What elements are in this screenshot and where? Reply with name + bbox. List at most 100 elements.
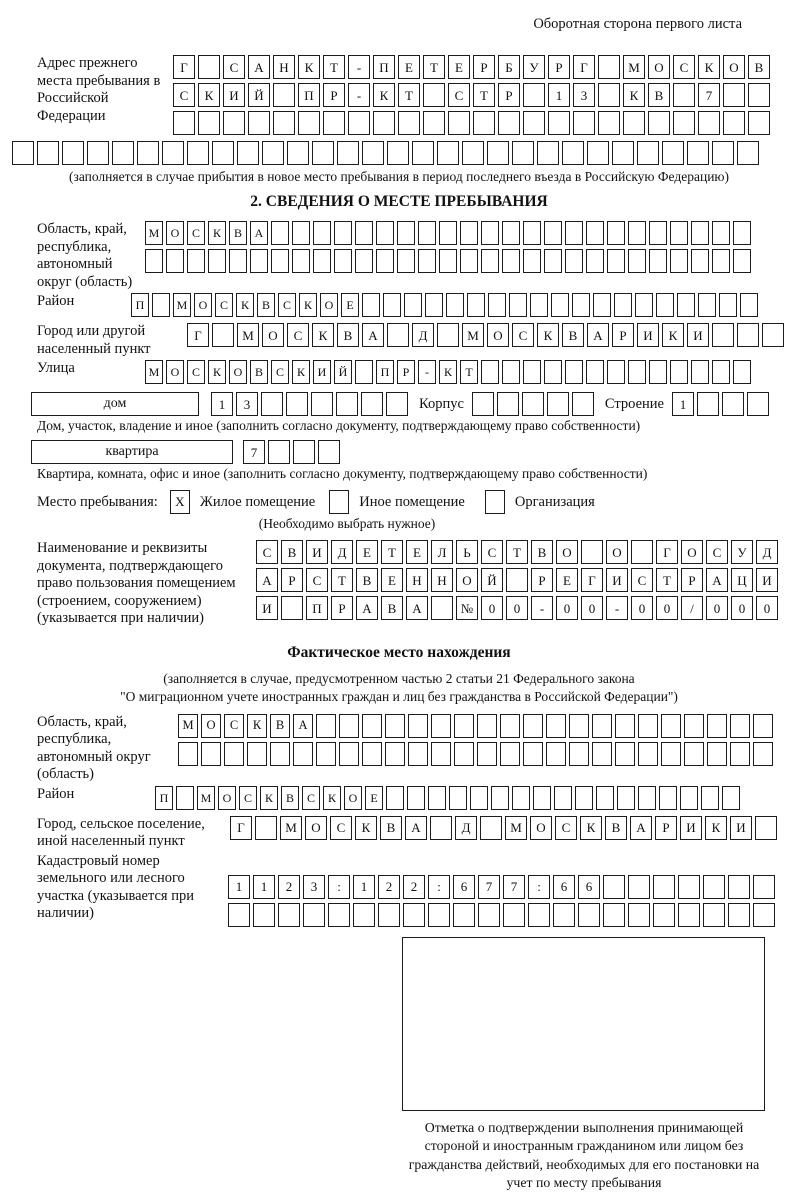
char-cell[interactable] — [614, 293, 632, 317]
char-cell[interactable] — [635, 293, 653, 317]
char-cell[interactable]: С — [673, 55, 695, 79]
char-cell[interactable] — [684, 741, 704, 766]
char-cell[interactable]: С — [330, 815, 352, 840]
char-cell[interactable] — [662, 141, 684, 165]
char-cell[interactable] — [418, 221, 436, 245]
char-cell[interactable] — [286, 392, 308, 416]
char-cell[interactable]: Т — [460, 360, 478, 384]
char-cell[interactable]: Л — [431, 540, 453, 564]
char-cell[interactable] — [562, 141, 584, 165]
char-cell[interactable] — [250, 249, 268, 273]
char-cell[interactable] — [376, 221, 394, 245]
char-cell[interactable]: Г — [173, 55, 195, 79]
char-cell[interactable] — [712, 221, 730, 245]
char-cell[interactable] — [623, 111, 645, 135]
char-cell[interactable]: Е — [381, 568, 403, 592]
char-cell[interactable] — [248, 111, 270, 135]
char-cell[interactable] — [523, 221, 541, 245]
char-cell[interactable]: 1 — [671, 392, 694, 416]
stroenie-row[interactable]: 1 — [671, 392, 772, 416]
char-cell[interactable] — [385, 741, 405, 766]
char-cell[interactable] — [339, 741, 359, 766]
char-cell[interactable]: Д — [331, 540, 353, 564]
char-cell[interactable] — [470, 785, 488, 810]
char-cell[interactable] — [178, 741, 198, 766]
char-cell[interactable] — [649, 249, 667, 273]
char-cell[interactable] — [701, 785, 719, 810]
char-cell[interactable] — [362, 293, 380, 317]
char-cell[interactable]: И — [637, 323, 659, 347]
char-cell[interactable]: - — [531, 596, 553, 620]
char-cell[interactable]: Р — [397, 360, 415, 384]
char-cell[interactable]: О — [456, 568, 478, 592]
char-cell[interactable] — [62, 141, 84, 165]
char-cell[interactable] — [292, 249, 310, 273]
char-cell[interactable] — [387, 323, 409, 347]
char-cell[interactable]: 1 — [211, 392, 233, 416]
char-cell[interactable]: И — [756, 568, 778, 592]
char-cell[interactable]: И — [313, 360, 331, 384]
char-cell[interactable]: О — [194, 293, 212, 317]
char-cell[interactable]: А — [630, 815, 652, 840]
char-cell[interactable]: К — [580, 815, 602, 840]
char-cell[interactable]: А — [587, 323, 609, 347]
char-cell[interactable] — [386, 785, 404, 810]
char-cell[interactable] — [546, 741, 566, 766]
char-cell[interactable]: 0 — [506, 596, 528, 620]
char-cell[interactable] — [598, 55, 620, 79]
char-cell[interactable] — [237, 141, 259, 165]
char-cell[interactable]: О — [723, 55, 745, 79]
char-cell[interactable]: Й — [334, 360, 352, 384]
char-cell[interactable] — [673, 111, 695, 135]
char-cell[interactable] — [446, 293, 464, 317]
char-cell[interactable] — [684, 713, 704, 738]
char-cell[interactable] — [596, 785, 614, 810]
char-cell[interactable]: 6 — [453, 874, 475, 899]
char-cell[interactable] — [628, 902, 650, 927]
char-cell[interactable]: : — [428, 874, 450, 899]
char-cell[interactable] — [730, 713, 750, 738]
char-cell[interactable] — [638, 785, 656, 810]
char-cell[interactable] — [162, 141, 184, 165]
char-cell[interactable] — [502, 221, 520, 245]
char-cell[interactable] — [628, 360, 646, 384]
char-cell[interactable] — [328, 902, 350, 927]
char-cell[interactable]: К — [208, 221, 226, 245]
char-cell[interactable] — [198, 55, 220, 79]
char-cell[interactable] — [137, 141, 159, 165]
char-cell[interactable] — [166, 249, 184, 273]
char-cell[interactable] — [506, 568, 528, 592]
char-cell[interactable] — [698, 293, 716, 317]
checkbox-residential[interactable]: X — [169, 490, 190, 514]
char-cell[interactable]: Т — [323, 55, 345, 79]
char-cell[interactable]: Й — [248, 83, 270, 107]
char-cell[interactable] — [607, 221, 625, 245]
char-cell[interactable]: О — [556, 540, 578, 564]
char-cell[interactable]: Р — [531, 568, 553, 592]
char-cell[interactable]: Е — [356, 540, 378, 564]
char-cell[interactable]: К — [247, 713, 267, 738]
char-cell[interactable]: М — [197, 785, 215, 810]
char-cell[interactable] — [653, 902, 675, 927]
char-cell[interactable] — [12, 141, 34, 165]
char-cell[interactable] — [271, 249, 289, 273]
char-cell[interactable] — [201, 741, 221, 766]
checkbox-other-premises[interactable] — [329, 490, 350, 514]
char-cell[interactable]: О — [166, 221, 184, 245]
char-cell[interactable] — [615, 741, 635, 766]
char-cell[interactable] — [500, 741, 520, 766]
char-cell[interactable] — [707, 713, 727, 738]
char-cell[interactable]: Н — [406, 568, 428, 592]
char-cell[interactable]: Н — [431, 568, 453, 592]
char-cell[interactable]: 0 — [581, 596, 603, 620]
char-cell[interactable] — [544, 360, 562, 384]
char-cell[interactable] — [753, 902, 775, 927]
char-cell[interactable] — [730, 741, 750, 766]
char-cell[interactable]: 7 — [478, 874, 500, 899]
char-cell[interactable] — [467, 293, 485, 317]
char-cell[interactable]: 0 — [756, 596, 778, 620]
char-cell[interactable] — [737, 141, 759, 165]
char-cell[interactable] — [733, 249, 751, 273]
char-cell[interactable]: 7 — [503, 874, 525, 899]
